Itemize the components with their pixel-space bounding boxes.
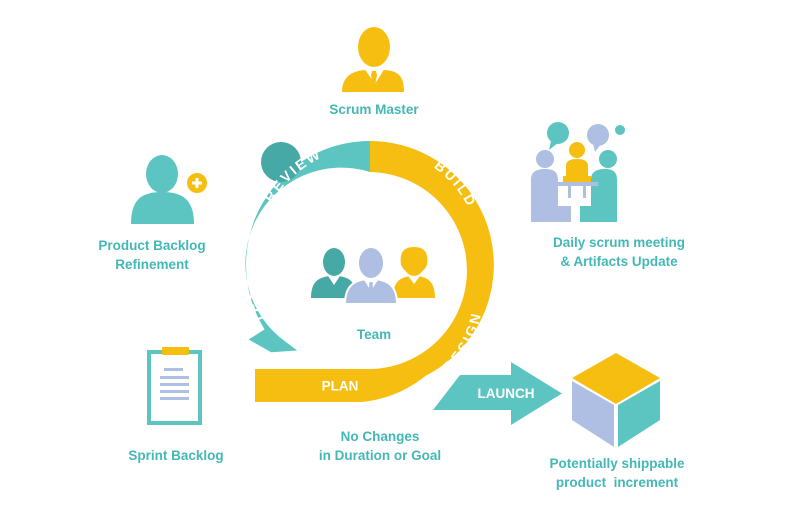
increment-label-line1: Potentially shippable [549,456,685,471]
stage-launch-label: LAUNCH [478,386,535,401]
no-changes-note-line1: No Changes [340,429,420,444]
stage-test-label: TEST [241,277,267,326]
product-backlog-label: Product Backlog Refinement [62,236,242,274]
product-backlog-label-line2: Refinement [115,257,189,272]
team-label: Team [356,327,392,342]
daily-scrum-label-line1: Daily scrum meeting [552,235,686,250]
review-bubble [261,142,301,182]
scrum-master-label: Scrum Master [329,102,419,117]
product-backlog-label-line1: Product Backlog [98,238,206,253]
cube-icon [572,353,660,447]
meeting-icon [531,122,625,222]
scrum-master-person-icon [342,27,404,92]
no-changes-note: No Changes in Duration or Goal [290,427,470,465]
sprint-backlog-label: Sprint Backlog [128,448,224,463]
launch-arrow [433,362,562,425]
team-icon [311,246,435,305]
build-design-arc [255,141,494,402]
clipboard-icon [147,347,202,425]
no-changes-note-line2: in Duration or Goal [318,448,442,463]
plus-icon [185,171,209,195]
product-backlog-person-icon [131,155,194,224]
daily-scrum-label: Daily scrum meeting & Artifacts Update [519,233,719,271]
increment-label-line2: product increment [555,475,679,490]
review-test-arc [245,141,370,353]
stage-plan-label: PLAN [322,379,359,394]
daily-scrum-label-line2: & Artifacts Update [560,254,678,269]
increment-label: Potentially shippable product increment [517,454,717,492]
